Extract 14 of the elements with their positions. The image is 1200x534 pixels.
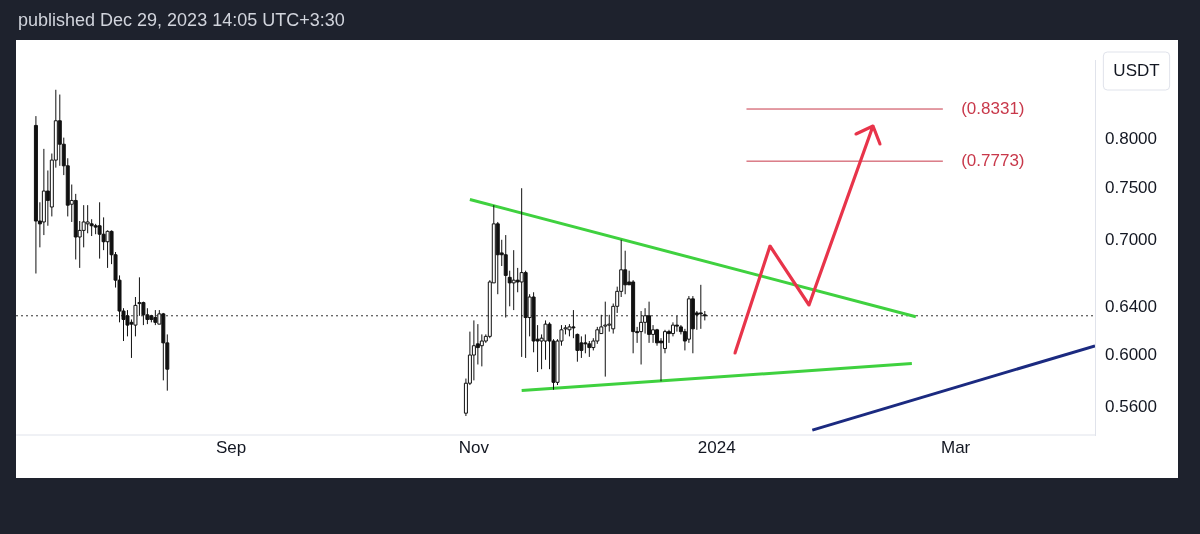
x-tick-label: Mar: [941, 437, 971, 457]
y-tick-label: 0.7500: [1105, 177, 1157, 197]
ref-line-label: (0.7773): [961, 150, 1025, 170]
y-tick-label: 0.5600: [1105, 397, 1157, 417]
x-tick-label: Nov: [458, 437, 490, 457]
y-tick-label: 0.6000: [1105, 345, 1157, 365]
y-axis-title: USDT: [1113, 60, 1160, 80]
x-tick-label: Sep: [215, 437, 247, 457]
y-tick-label: 0.7000: [1105, 229, 1157, 249]
y-tick-label: 0.8000: [1105, 129, 1157, 149]
chart-title: published Dec 29, 2023 14:05 UTC+3:30: [18, 10, 345, 31]
x-tick-label: 2024: [697, 437, 736, 457]
ref-line-label: (0.8331): [961, 98, 1025, 118]
y-tick-label: 0.6400: [1105, 296, 1157, 316]
